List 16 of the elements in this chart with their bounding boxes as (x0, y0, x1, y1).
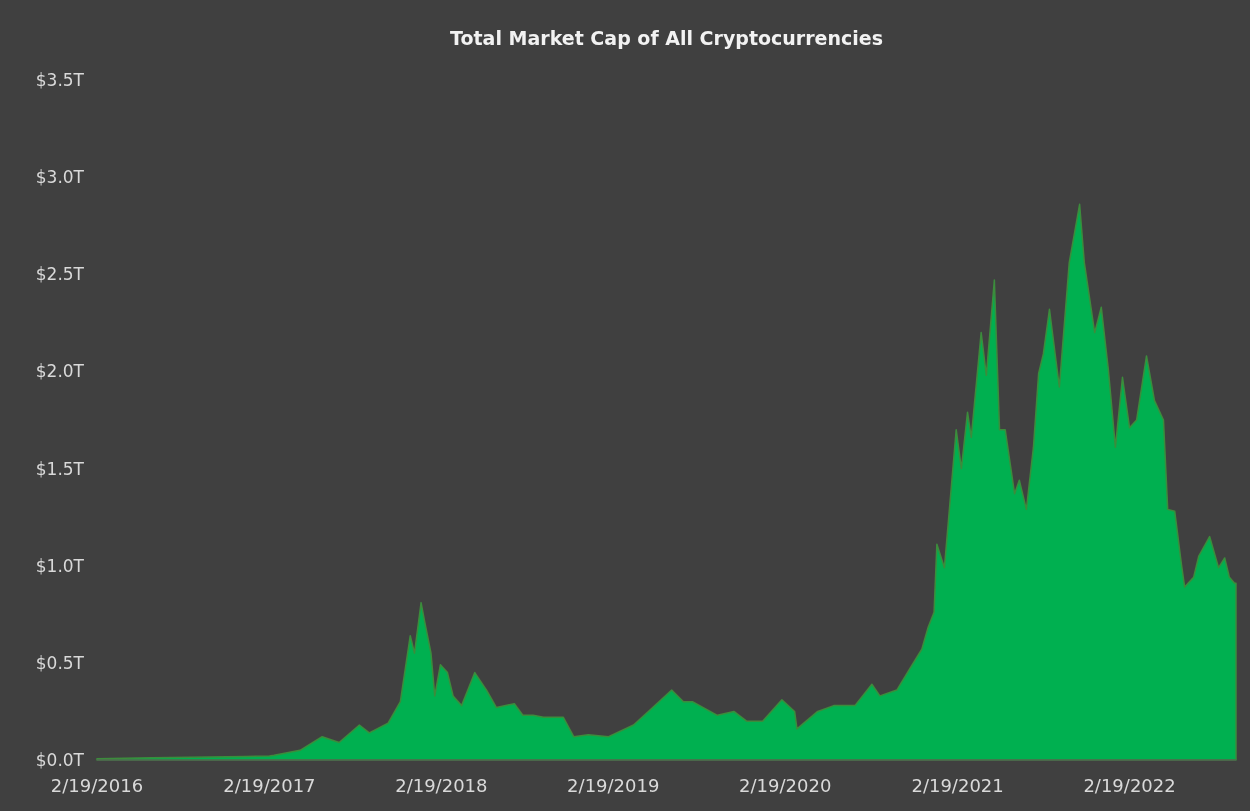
y-tick-label: $0.5T (35, 652, 85, 673)
x-tick-label: 2/19/2018 (395, 775, 488, 796)
y-tick-label: $2.0T (35, 361, 85, 382)
y-tick-label: $0.0T (35, 749, 85, 770)
x-tick-label: 2/19/2021 (911, 775, 1004, 796)
y-tick-label: $2.5T (35, 264, 85, 285)
x-tick-label: 2/19/2020 (739, 775, 832, 796)
x-tick-label: 2/19/2017 (223, 775, 316, 796)
y-tick-label: $3.0T (35, 167, 85, 188)
x-tick-label: 2/19/2019 (567, 775, 660, 796)
y-tick-label: $1.0T (35, 555, 85, 576)
x-tick-label: 2/19/2016 (50, 775, 144, 796)
chart-title: Total Market Cap of All Cryptocurrencies (450, 27, 883, 49)
y-tick-label: $3.5T (35, 69, 85, 90)
x-tick-label: 2/19/2022 (1083, 775, 1176, 796)
y-tick-label: $1.5T (35, 458, 85, 479)
